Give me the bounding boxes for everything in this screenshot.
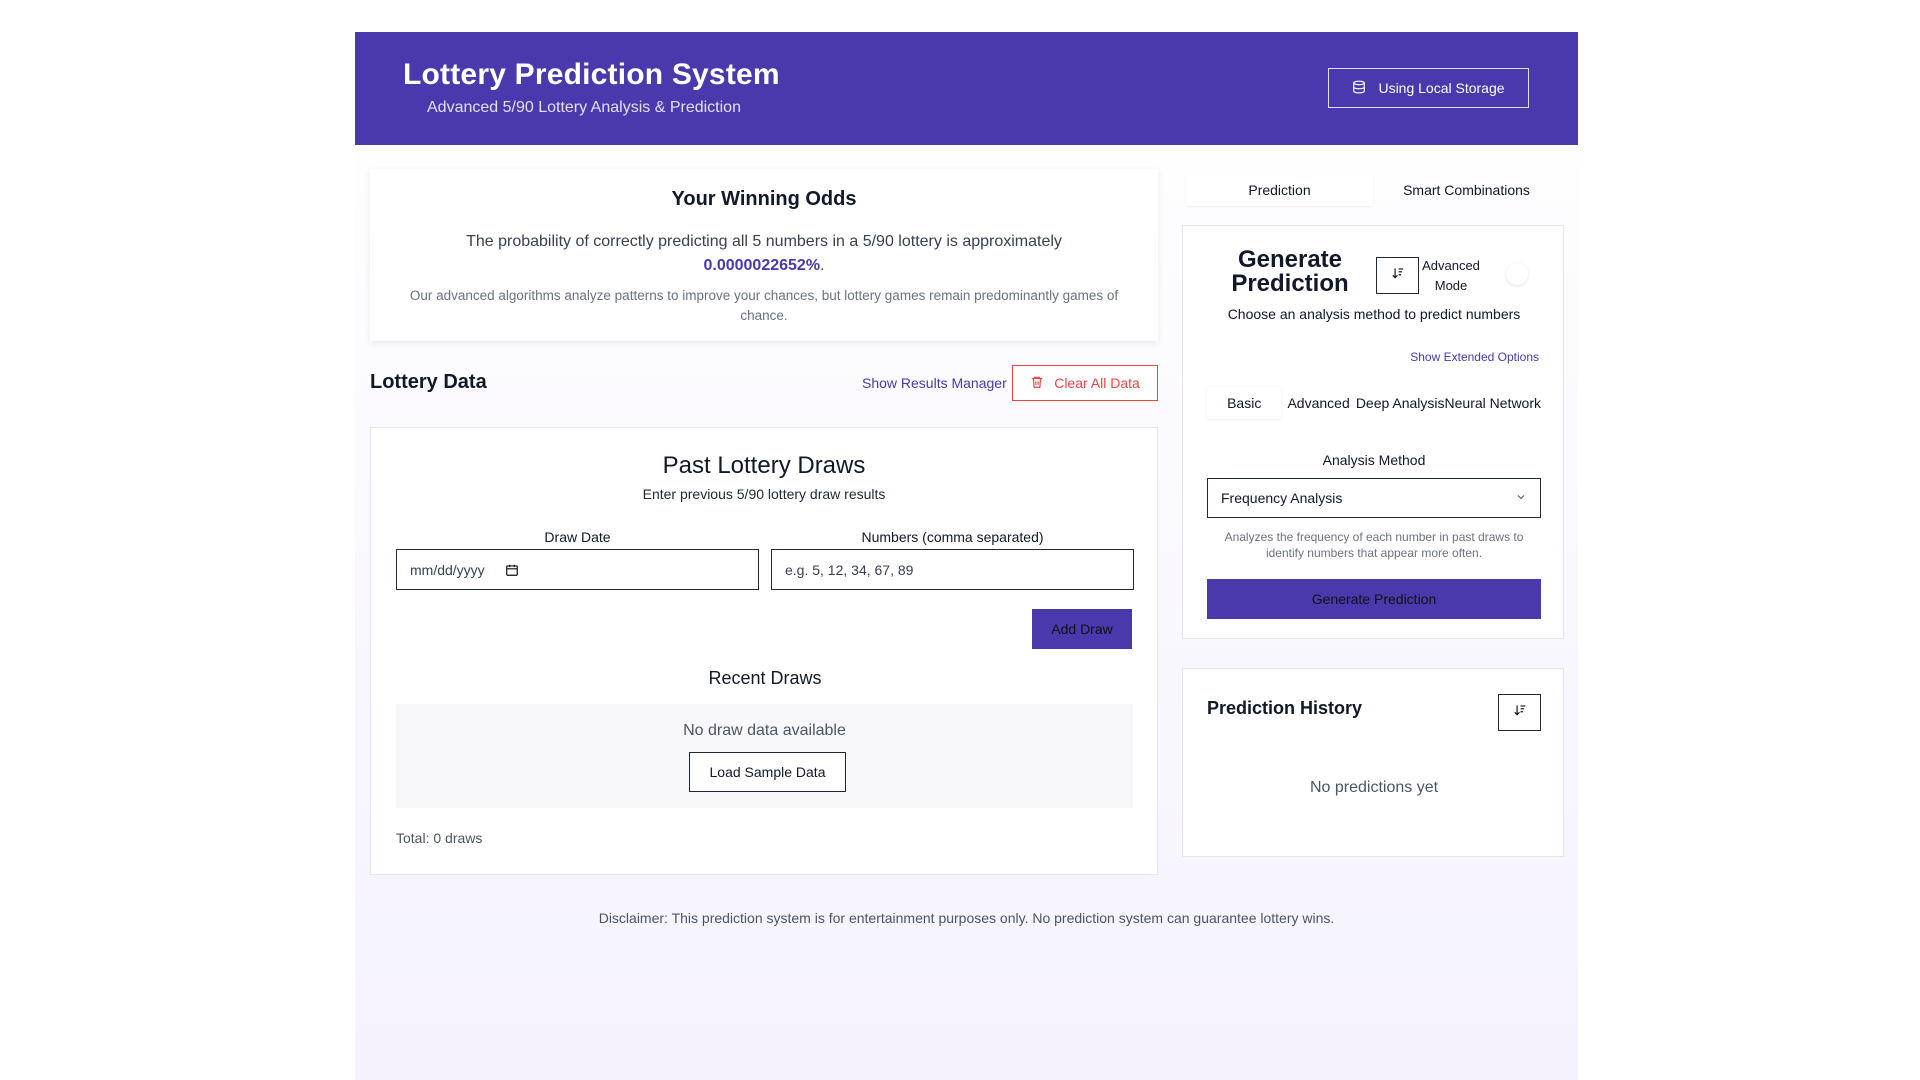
analysis-method-value: Frequency Analysis bbox=[1221, 490, 1343, 506]
tab-prediction[interactable]: Prediction bbox=[1186, 174, 1373, 206]
odds-text: The probability of correctly predicting … bbox=[400, 230, 1128, 278]
app-header: Lottery Prediction System Advanced 5/90 … bbox=[355, 32, 1578, 145]
lottery-data-title: Lottery Data bbox=[370, 371, 487, 393]
sort-icon bbox=[1391, 266, 1405, 285]
right-tabs: Prediction Smart Combinations bbox=[1186, 174, 1560, 206]
winning-odds-card: Your Winning Odds The probability of cor… bbox=[370, 169, 1158, 341]
past-draws-card: Past Lottery Draws Enter previous 5/90 l… bbox=[370, 427, 1158, 875]
show-results-manager-link[interactable]: Show Results Manager bbox=[862, 375, 1007, 391]
clear-all-data-label: Clear All Data bbox=[1054, 375, 1140, 391]
past-draws-description: Enter previous 5/90 lottery draw results bbox=[642, 486, 886, 502]
draw-date-label: Draw Date bbox=[544, 529, 611, 545]
recent-draws-title: Recent Draws bbox=[708, 668, 822, 688]
odds-text-before: The probability of correctly predicting … bbox=[466, 233, 1062, 250]
tab-basic[interactable]: Basic bbox=[1207, 387, 1282, 419]
advanced-mode-toggle[interactable] bbox=[1506, 263, 1528, 285]
storage-mode-button[interactable]: Using Local Storage bbox=[1328, 68, 1529, 108]
calendar-icon[interactable] bbox=[505, 563, 519, 577]
generate-prediction-card: Generate Prediction Advanced Mode Choose… bbox=[1182, 225, 1564, 639]
trash-icon bbox=[1030, 375, 1044, 392]
app-container: Lottery Prediction System Advanced 5/90 … bbox=[355, 32, 1578, 1080]
tab-advanced[interactable]: Advanced bbox=[1287, 395, 1350, 411]
draw-date-placeholder: mm/dd/yyyy bbox=[410, 561, 485, 578]
clear-all-data-button[interactable]: Clear All Data bbox=[1012, 365, 1158, 401]
draw-date-input[interactable]: mm/dd/yyyy bbox=[396, 549, 759, 590]
analysis-method-label: Analysis Method bbox=[1322, 452, 1426, 468]
sort-toggle-button[interactable] bbox=[1376, 257, 1419, 294]
odds-probability: 0.0000022652% bbox=[703, 257, 821, 274]
tab-smart-combinations[interactable]: Smart Combinations bbox=[1403, 182, 1530, 198]
history-sort-button[interactable] bbox=[1498, 694, 1541, 731]
numbers-placeholder: e.g. 5, 12, 34, 67, 89 bbox=[785, 561, 914, 578]
odds-text-after: . bbox=[820, 257, 825, 274]
odds-title: Your Winning Odds bbox=[671, 188, 857, 210]
total-draws: Total: 0 draws bbox=[396, 830, 483, 846]
recent-draws-empty: No draw data available Load Sample Data bbox=[396, 704, 1133, 808]
app-subtitle: Advanced 5/90 Lottery Analysis & Predict… bbox=[427, 99, 741, 116]
tab-neural-network[interactable]: Neural Network bbox=[1444, 395, 1542, 411]
generate-prediction-button[interactable]: Generate Prediction bbox=[1207, 579, 1541, 619]
chevron-down-icon bbox=[1515, 490, 1527, 506]
storage-mode-label: Using Local Storage bbox=[1378, 80, 1505, 96]
no-draws-message: No draw data available bbox=[683, 722, 846, 739]
advanced-mode-label: Advanced Mode bbox=[1422, 258, 1480, 293]
prediction-history-title: Prediction History bbox=[1207, 698, 1363, 718]
analysis-method-description: Analyzes the frequency of each number in… bbox=[1224, 530, 1524, 560]
database-icon bbox=[1352, 80, 1366, 97]
past-draws-title: Past Lottery Draws bbox=[662, 452, 866, 479]
tab-deep-analysis[interactable]: Deep Analysis bbox=[1355, 395, 1445, 411]
app-title: Lottery Prediction System bbox=[403, 58, 780, 91]
analysis-method-select[interactable]: Frequency Analysis bbox=[1207, 478, 1541, 518]
add-draw-button[interactable]: Add Draw bbox=[1032, 609, 1132, 649]
analysis-instructions: Choose an analysis method to predict num… bbox=[1227, 306, 1521, 322]
generate-title: Generate Prediction bbox=[1231, 246, 1349, 297]
sort-icon bbox=[1513, 703, 1527, 722]
load-sample-data-button[interactable]: Load Sample Data bbox=[689, 752, 846, 792]
numbers-input[interactable]: e.g. 5, 12, 34, 67, 89 bbox=[771, 549, 1134, 590]
show-extended-options-link[interactable]: Show Extended Options bbox=[1410, 350, 1539, 364]
analysis-tabs: Basic Advanced Deep Analysis Neural Netw… bbox=[1207, 387, 1541, 419]
disclaimer: Disclaimer: This prediction system is fo… bbox=[598, 910, 1335, 926]
no-predictions-message: No predictions yet bbox=[1309, 779, 1439, 796]
numbers-label: Numbers (comma separated) bbox=[861, 529, 1044, 545]
odds-note: Our advanced algorithms analyze patterns… bbox=[409, 288, 1119, 323]
prediction-history-card: Prediction History No predictions yet bbox=[1182, 668, 1564, 857]
